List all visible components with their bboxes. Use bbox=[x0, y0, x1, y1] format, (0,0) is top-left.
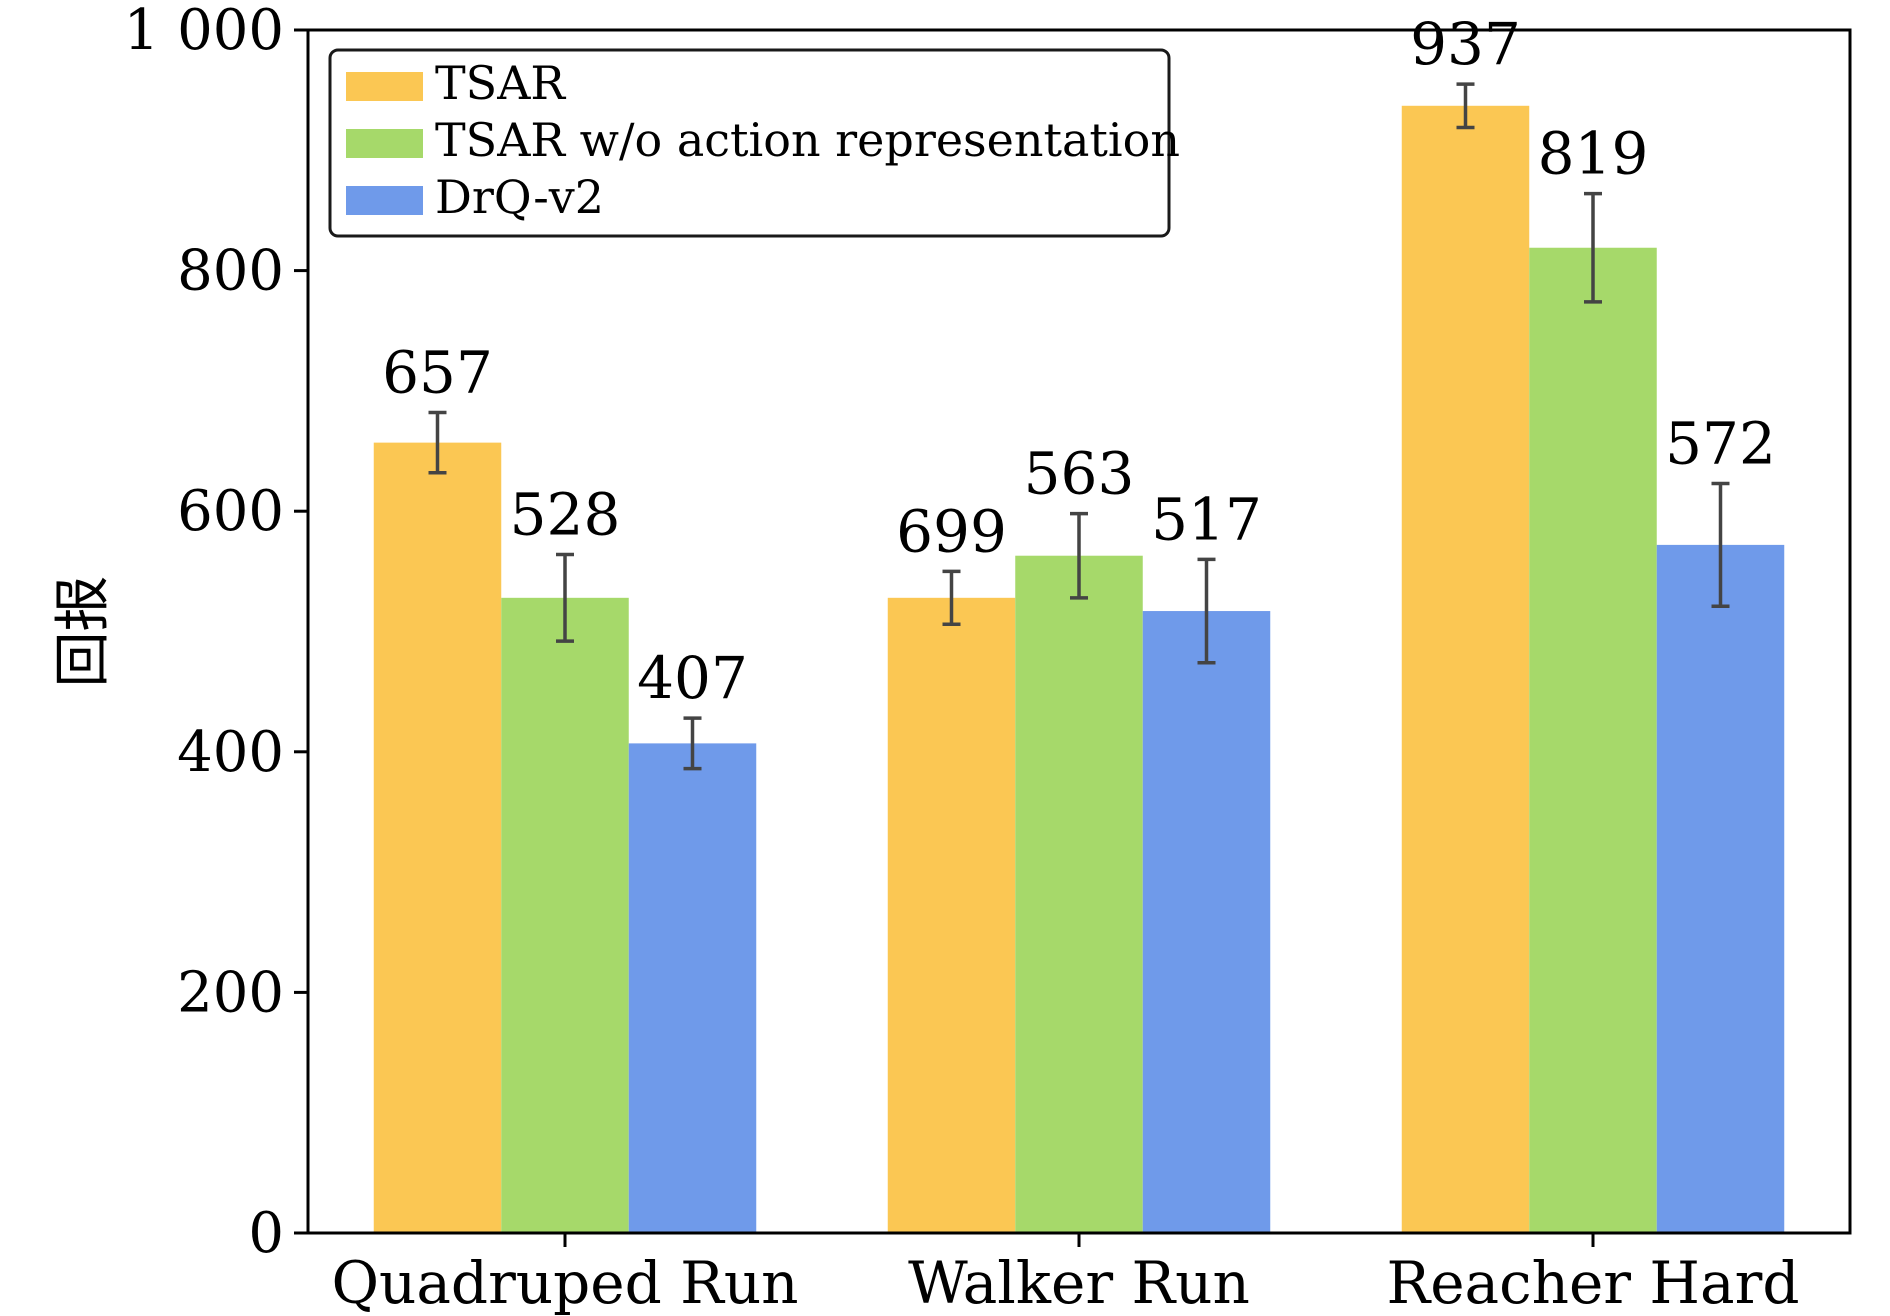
legend-label: TSAR w/o action representation bbox=[435, 113, 1180, 167]
value-label: 572 bbox=[1665, 410, 1776, 478]
legend-label: TSAR bbox=[435, 56, 566, 110]
error-bars-layer bbox=[428, 82, 1730, 771]
bar bbox=[373, 442, 502, 1233]
x-tick-label: Quadruped Run bbox=[331, 1249, 798, 1316]
y-tick-label: 600 bbox=[177, 479, 284, 544]
y-tick-label: 800 bbox=[177, 239, 284, 304]
value-label: 657 bbox=[382, 339, 493, 407]
x-axis-ticks: Quadruped Run Walker Run Reacher Hard bbox=[331, 1233, 1799, 1316]
y-tick-label: 0 bbox=[248, 1201, 284, 1266]
value-label: 937 bbox=[1410, 10, 1521, 78]
y-tick-label: 400 bbox=[177, 720, 284, 785]
y-tick-label: 1 000 bbox=[124, 0, 284, 63]
value-label: 563 bbox=[1024, 440, 1135, 508]
y-tick-label: 200 bbox=[177, 960, 284, 1025]
bar bbox=[1015, 555, 1143, 1233]
legend-swatch bbox=[346, 72, 423, 101]
bar bbox=[628, 743, 757, 1233]
bar bbox=[1401, 105, 1530, 1233]
bars-layer bbox=[373, 105, 1785, 1234]
bar bbox=[1656, 544, 1785, 1233]
value-label: 699 bbox=[896, 497, 1007, 565]
value-label: 528 bbox=[510, 481, 621, 549]
bar bbox=[1142, 611, 1271, 1233]
y-axis-ticks: 0 200 400 600 800 1 000 bbox=[124, 0, 308, 1266]
legend-box bbox=[328, 48, 1171, 238]
bar bbox=[501, 597, 629, 1233]
bar bbox=[887, 597, 1016, 1233]
y-axis-label: 回报 bbox=[51, 576, 116, 688]
value-label: 407 bbox=[637, 644, 748, 712]
x-tick-label: Walker Run bbox=[908, 1249, 1250, 1316]
value-labels-layer: 657 699 937 528 563 819 407 517 572 bbox=[382, 10, 1776, 712]
value-label: 517 bbox=[1151, 485, 1262, 553]
legend-label: DrQ-v2 bbox=[435, 170, 604, 224]
bar bbox=[1529, 247, 1657, 1234]
legend-swatch bbox=[346, 129, 423, 158]
legend-swatch bbox=[346, 186, 423, 215]
value-label: 819 bbox=[1538, 120, 1649, 188]
x-tick-label: Reacher Hard bbox=[1387, 1249, 1800, 1316]
